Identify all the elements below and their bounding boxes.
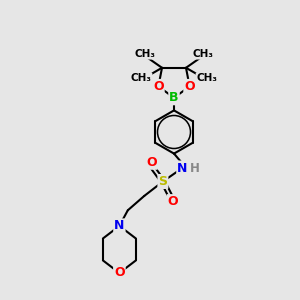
Text: O: O [146,156,157,169]
Text: N: N [114,219,124,232]
Text: CH₃: CH₃ [193,49,214,59]
Text: CH₃: CH₃ [134,49,155,59]
Text: N: N [177,161,188,175]
Text: O: O [167,195,178,208]
Text: CH₃: CH₃ [130,73,152,83]
Text: O: O [184,80,195,93]
Text: O: O [114,266,125,280]
Text: CH₃: CH₃ [196,73,218,83]
Text: H: H [190,161,200,175]
Text: O: O [153,80,164,93]
Text: B: B [169,91,179,104]
Text: S: S [158,175,167,188]
